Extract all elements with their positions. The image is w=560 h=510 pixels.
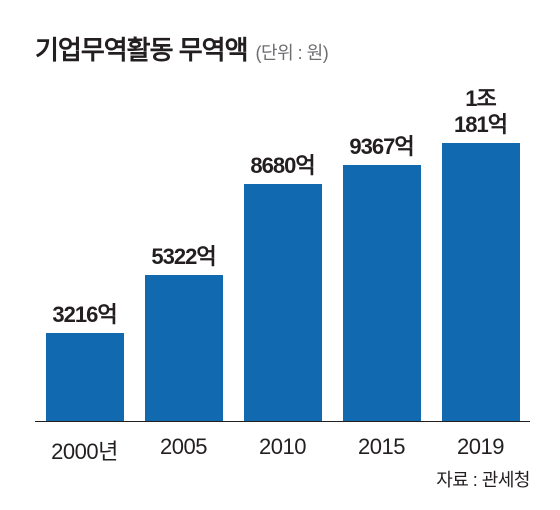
bar-value: 5322억 <box>151 244 215 269</box>
source-text: 자료 : 관세청 <box>436 466 530 492</box>
bar <box>46 333 124 421</box>
bar-value: 1조 181억 <box>454 86 507 137</box>
bar <box>145 275 223 421</box>
xlabel: 2005 <box>134 434 233 466</box>
bar-group: 9367억 <box>332 134 431 421</box>
bars-row: 3216억 5322억 8680억 9367억 1조 181억 <box>35 87 530 421</box>
xlabel: 2019 <box>431 434 530 466</box>
bar <box>343 165 421 421</box>
xlabels-row: 2000년 2005 2010 2015 2019 <box>35 434 530 466</box>
bar-group: 5322억 <box>134 244 233 421</box>
bar-group: 8680억 <box>233 153 332 421</box>
xlabel: 2015 <box>332 434 431 466</box>
plot-area: 3216억 5322억 8680억 9367억 1조 181억 <box>35 87 530 422</box>
bar-group: 1조 181억 <box>431 86 530 421</box>
bar-value: 9367억 <box>349 134 413 159</box>
bar <box>442 143 520 421</box>
xlabel: 2010 <box>233 434 332 466</box>
chart-unit: (단위 : 원) <box>256 39 329 65</box>
chart-container: 기업무역활동 무역액 (단위 : 원) 3216억 5322억 8680억 93… <box>0 0 560 510</box>
bar-group: 3216억 <box>35 302 134 421</box>
bar-value: 3216억 <box>52 302 116 327</box>
chart-title: 기업무역활동 무역액 <box>35 30 248 67</box>
title-row: 기업무역활동 무역액 (단위 : 원) <box>35 30 530 67</box>
xlabel: 2000년 <box>35 434 134 466</box>
bar-value: 8680억 <box>250 153 314 178</box>
bar <box>244 184 322 421</box>
